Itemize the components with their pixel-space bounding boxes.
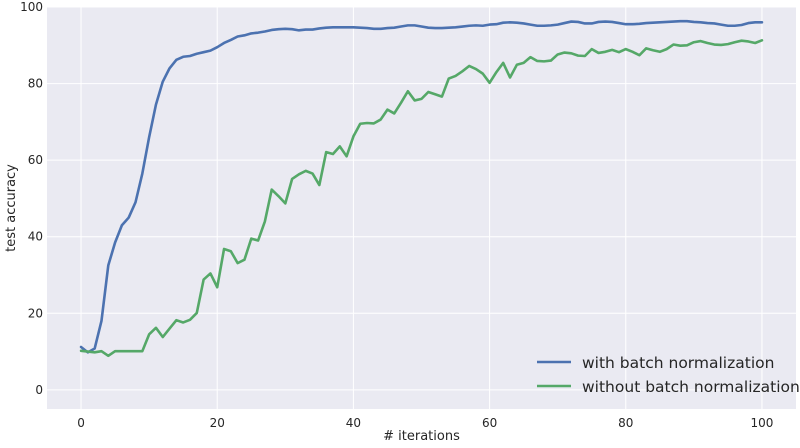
series-lines xyxy=(79,19,764,358)
grid-lines xyxy=(47,6,796,409)
legend: with batch normalization without batch n… xyxy=(537,354,800,396)
y-tick-label: 40 xyxy=(28,230,43,244)
y-tick-label: 60 xyxy=(28,153,43,167)
x-tick-label: 80 xyxy=(618,416,633,430)
series-line-1 xyxy=(79,39,764,358)
y-tick-label: 20 xyxy=(28,306,43,320)
series-line-0 xyxy=(79,19,764,354)
x-tick-label: 20 xyxy=(210,416,225,430)
x-tick-label: 100 xyxy=(751,416,774,430)
y-tick-label: 80 xyxy=(28,77,43,91)
legend-label-with-bn: with batch normalization xyxy=(582,354,774,372)
x-tick-label: 40 xyxy=(346,416,361,430)
x-tick-label: 60 xyxy=(482,416,497,430)
tick-labels: 0 20 40 60 80 100 0 20 40 60 80 100 xyxy=(20,0,773,430)
y-tick-label: 100 xyxy=(20,0,43,14)
y-axis-label: test accuracy xyxy=(4,164,19,252)
y-tick-label: 0 xyxy=(35,383,43,397)
x-axis-label: # iterations xyxy=(383,429,460,444)
x-tick-label: 0 xyxy=(77,416,85,430)
legend-label-without-bn: without batch normalization xyxy=(582,378,800,396)
plot-area xyxy=(47,7,796,409)
